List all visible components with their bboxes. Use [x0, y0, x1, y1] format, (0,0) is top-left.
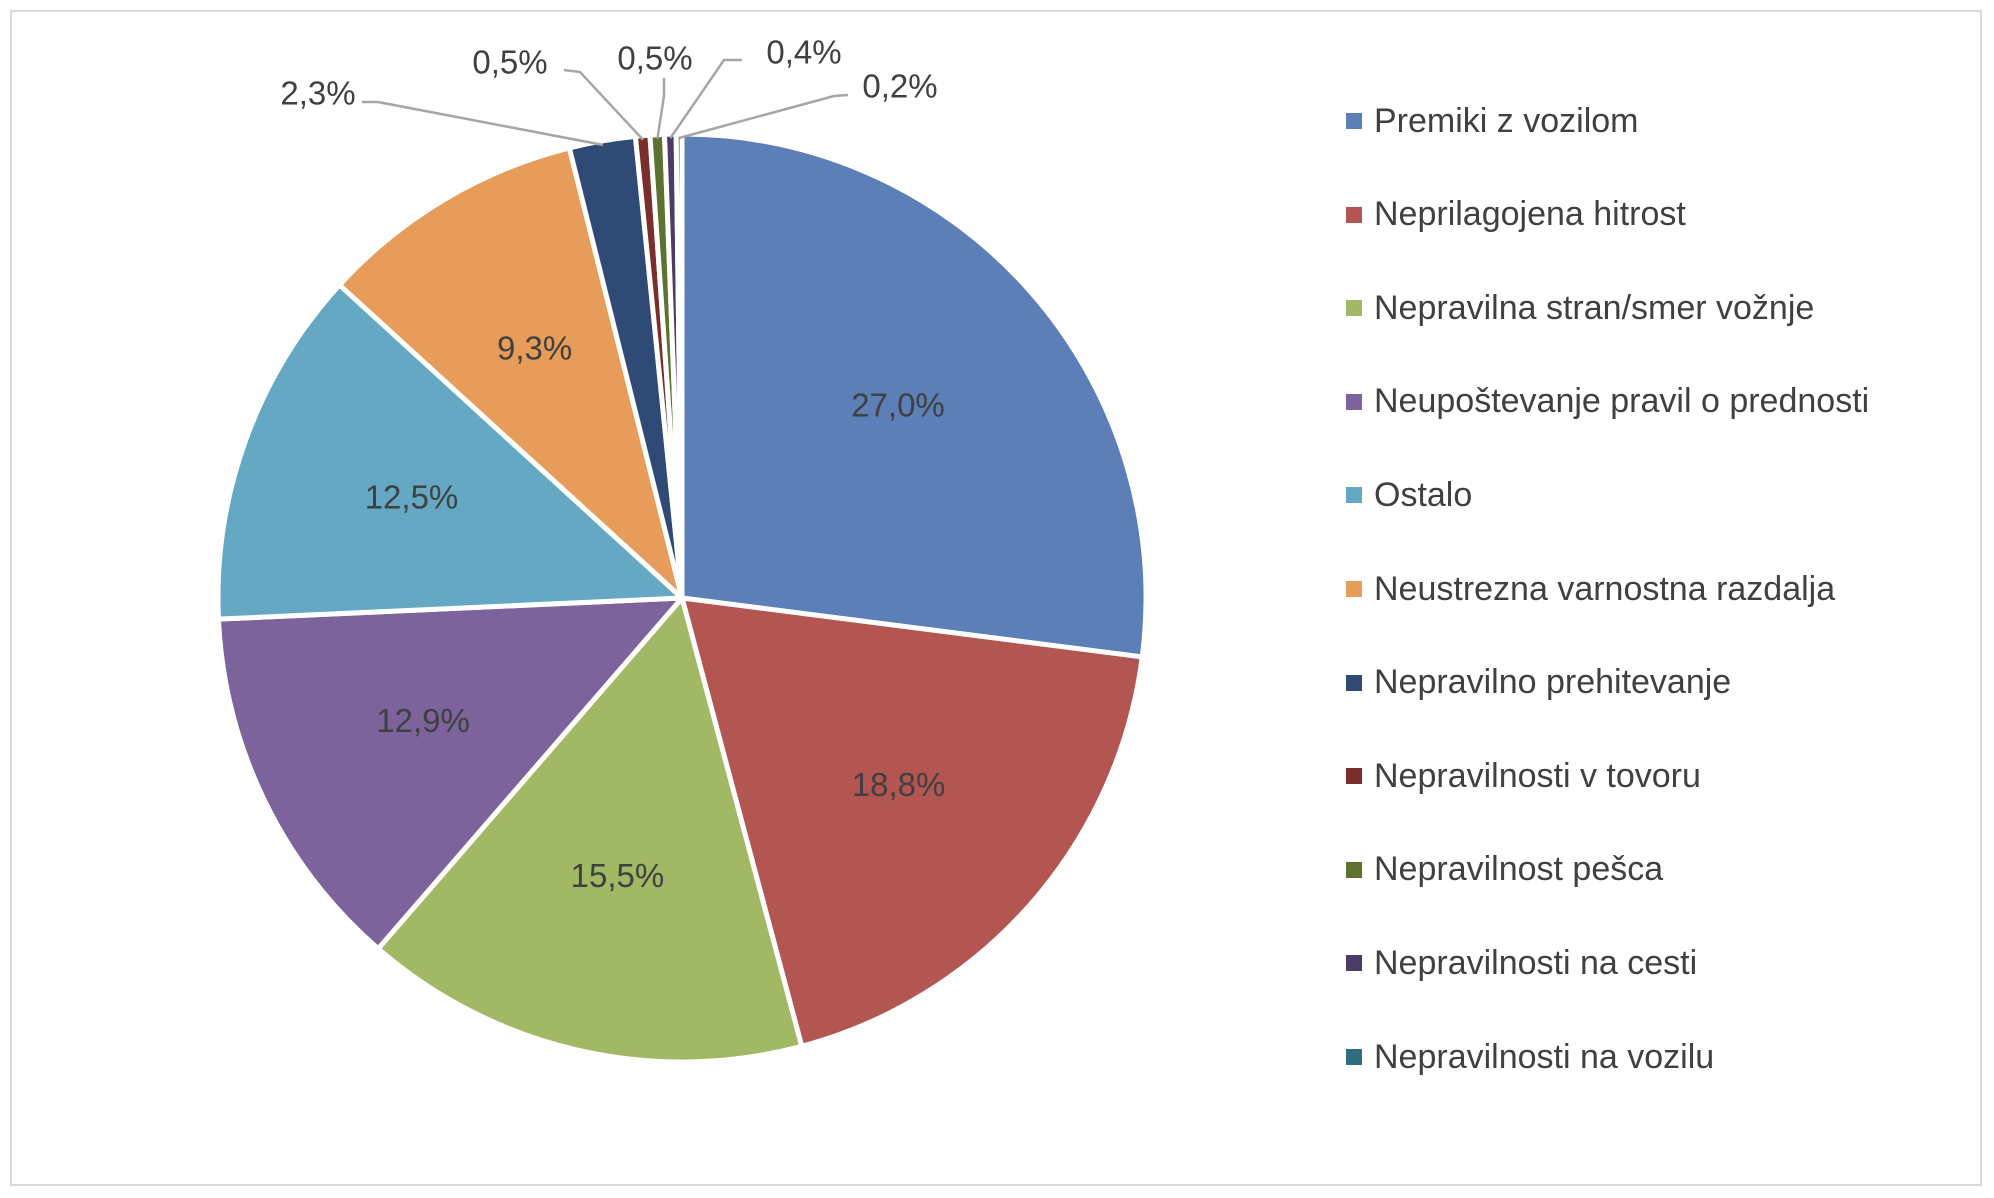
legend-item: Neustrezna varnostna razdalja — [1346, 569, 1835, 609]
legend-label: Nepravilnosti na vozilu — [1374, 1037, 1715, 1076]
legend-swatch — [1346, 768, 1362, 785]
pie-slice — [673, 131, 685, 601]
legend-item: Neupoštevanje pravil o prednosti — [1346, 382, 1869, 422]
leader-line — [656, 78, 666, 139]
legend-label: Neupoštevanje pravil o prednosti — [1374, 382, 1870, 421]
legend-item: Nepravilnosti v tovoru — [1346, 756, 1701, 796]
legend-item: Nepravilnost pešca — [1346, 850, 1663, 890]
legend-item: Nepravilno prehitevanje — [1346, 663, 1731, 703]
data-label: 0,5% — [617, 40, 692, 77]
data-label: 18,8% — [852, 766, 946, 803]
legend-label: Nepravilnost pešca — [1374, 850, 1664, 889]
data-label: 12,5% — [365, 479, 459, 516]
legend-label: Premiki z vozilom — [1374, 101, 1639, 140]
data-label: 12,9% — [376, 702, 470, 739]
legend-label: Ostalo — [1374, 475, 1473, 514]
leader-line — [563, 68, 644, 141]
legend-label: Nepravilno prehitevanje — [1374, 663, 1732, 702]
data-label: 0,4% — [766, 34, 841, 71]
legend-item: Neprilagojena hitrost — [1346, 195, 1686, 235]
legend-swatch — [1346, 581, 1362, 597]
pie-slice — [679, 595, 1145, 1049]
pie-slice — [375, 595, 805, 1065]
leader-line — [362, 100, 604, 147]
data-label: 27,0% — [851, 387, 945, 424]
pie-slice — [215, 282, 685, 622]
legend-swatch — [1346, 393, 1362, 410]
legend-label: Neustrezna varnostna razdalja — [1374, 569, 1836, 608]
legend-label: Nepravilna stran/smer vožnje — [1374, 288, 1815, 327]
legend-item: Nepravilnosti na vozilu — [1346, 1037, 1714, 1077]
legend-swatch — [1346, 300, 1362, 317]
legend-item: Ostalo — [1346, 475, 1472, 515]
legend-swatch — [1346, 113, 1362, 129]
pie-slice — [679, 131, 1149, 660]
legend-swatch — [1346, 487, 1362, 504]
data-label: 0,2% — [862, 68, 937, 105]
legend-label: Nepravilnosti v tovoru — [1374, 756, 1701, 795]
legend-label: Nepravilnosti na cesti — [1374, 943, 1698, 982]
legend-swatch — [1346, 1049, 1362, 1065]
legend-item: Nepravilna stran/smer vožnje — [1346, 288, 1814, 328]
pie-slice — [215, 595, 685, 952]
leader-lines — [362, 58, 849, 147]
data-label: 0,5% — [472, 44, 547, 81]
data-label: 9,3% — [497, 330, 572, 367]
legend-item: Premiki z vozilom — [1346, 101, 1638, 141]
leader-line — [669, 58, 742, 139]
legend-item: Nepravilnosti na cesti — [1346, 943, 1697, 983]
legend-swatch — [1346, 861, 1362, 878]
data-label: 2,3% — [280, 75, 355, 112]
legend-swatch — [1346, 955, 1362, 972]
pie-slices — [215, 131, 1149, 1065]
legend-label: Neprilagojena hitrost — [1374, 195, 1686, 234]
leader-line — [678, 93, 849, 140]
legend-swatch — [1346, 206, 1362, 223]
data-label: 15,5% — [571, 857, 665, 894]
data-labels: 27,0% 18,8% 15,5% 12,9% 12,5% 9,3% 2,3% 0,5% 0,5… — [280, 34, 945, 894]
legend-swatch — [1346, 674, 1362, 691]
